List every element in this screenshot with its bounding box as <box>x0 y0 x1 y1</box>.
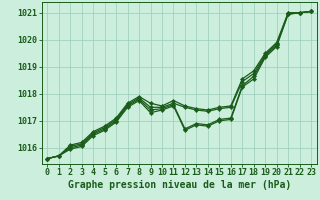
X-axis label: Graphe pression niveau de la mer (hPa): Graphe pression niveau de la mer (hPa) <box>68 180 291 190</box>
